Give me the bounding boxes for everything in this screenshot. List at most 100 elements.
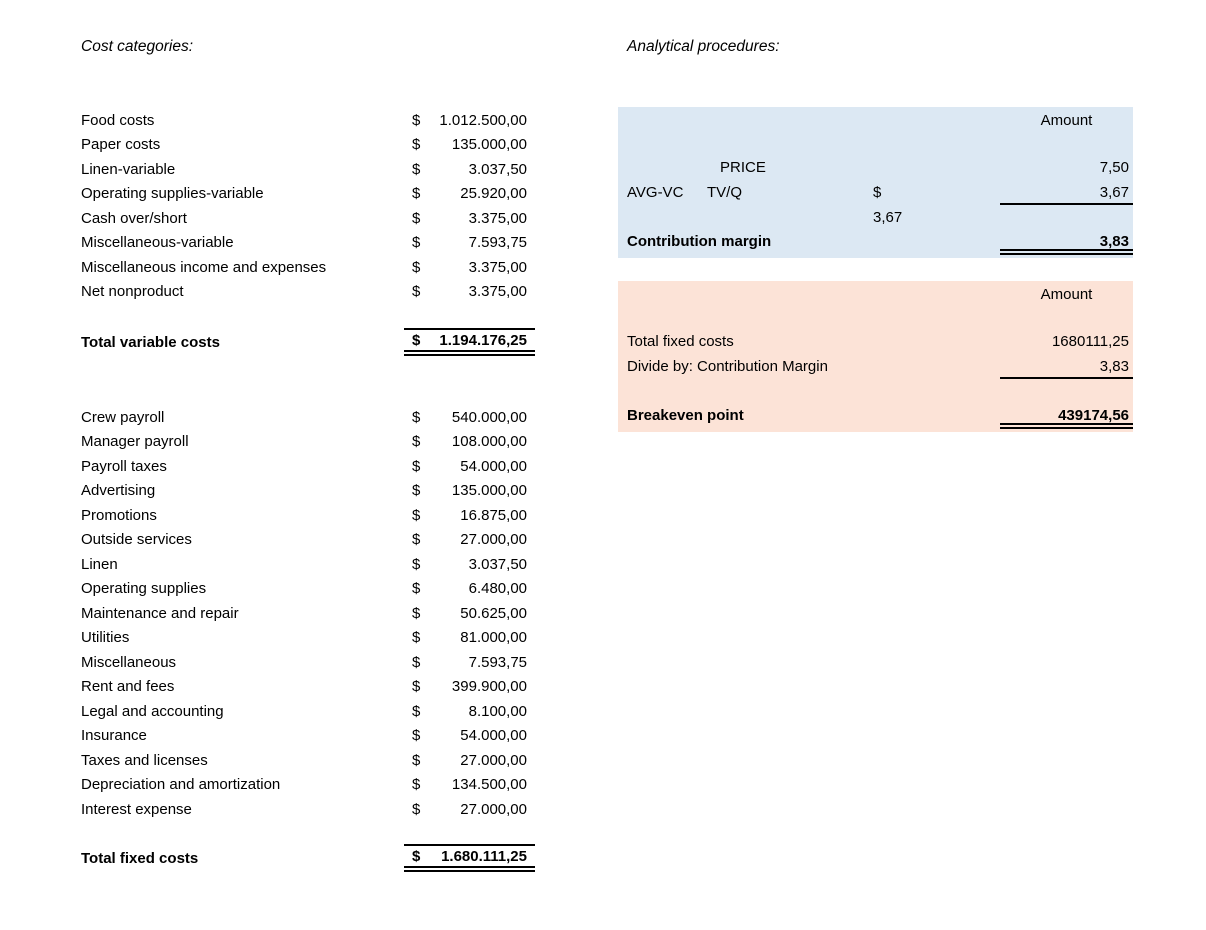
cost-label: Miscellaneous bbox=[81, 653, 177, 671]
cost-label: Cash over/short bbox=[81, 209, 187, 227]
cost-row: Linen-variable $ 3.037,50 bbox=[81, 157, 535, 182]
cost-amount: 27.000,00 bbox=[460, 531, 527, 549]
currency-symbol: $ bbox=[412, 185, 421, 203]
currency-symbol: $ bbox=[412, 283, 421, 301]
price-label: PRICE bbox=[720, 159, 766, 176]
total-variable-costs-amount: 1.194.176,25 bbox=[439, 331, 527, 349]
cost-label: Manager payroll bbox=[81, 433, 189, 451]
currency-symbol: $ bbox=[412, 331, 421, 349]
cost-amount: 3.037,50 bbox=[468, 160, 527, 178]
cost-label: Outside services bbox=[81, 531, 192, 549]
cost-amount: 134.500,00 bbox=[451, 776, 527, 794]
cost-row: Paper costs $ 135.000,00 bbox=[81, 133, 535, 158]
avg-vc-value-cell: $ 3,67 bbox=[873, 180, 990, 226]
cost-amount: 16.875,00 bbox=[460, 506, 527, 524]
total-fixed-costs-label: Total fixed costs bbox=[81, 849, 199, 867]
cost-amount-cell: $ 7.593,75 bbox=[404, 234, 535, 251]
total-variable-costs-cell: $ 1.194.176,25 bbox=[404, 328, 535, 356]
avg-vc-amount: 3,67 bbox=[1000, 180, 1133, 205]
total-fixed-costs-label: Total fixed costs bbox=[627, 333, 734, 350]
cost-amount: 3.375,00 bbox=[468, 258, 527, 276]
currency-symbol: $ bbox=[412, 702, 421, 720]
currency-symbol: $ bbox=[412, 482, 421, 500]
cost-categories-title: Cost categories: bbox=[81, 38, 193, 55]
currency-symbol: $ bbox=[412, 751, 421, 769]
cost-amount-cell: $ 1.012.500,00 bbox=[404, 112, 535, 129]
cost-amount-cell: $ 27.000,00 bbox=[404, 801, 535, 818]
cost-amount: 54.000,00 bbox=[460, 457, 527, 475]
cost-row: Advertising $ 135.000,00 bbox=[81, 479, 535, 504]
contribution-margin-amount: 3,83 bbox=[1000, 229, 1133, 255]
tv-q-label: TV/Q bbox=[707, 184, 743, 201]
total-fixed-costs-cell: $ 1.680.111,25 bbox=[404, 844, 535, 872]
cost-label: Linen bbox=[81, 555, 118, 573]
cost-row: Food costs $ 1.012.500,00 bbox=[81, 108, 535, 133]
currency-symbol: $ bbox=[412, 800, 421, 818]
fixed-costs-list: Crew payroll $ 540.000,00 Manager payrol… bbox=[81, 405, 535, 822]
cost-row: Miscellaneous $ 7.593,75 bbox=[81, 650, 535, 675]
amount-column-header: Amount bbox=[1040, 112, 1093, 129]
cost-amount-cell: $ 81.000,00 bbox=[404, 629, 535, 646]
cost-amount-cell: $ 399.900,00 bbox=[404, 678, 535, 695]
cost-amount-cell: $ 3.037,50 bbox=[404, 556, 535, 573]
cost-amount: 27.000,00 bbox=[460, 751, 527, 769]
cost-row: Operating supplies-variable $ 25.920,00 bbox=[81, 182, 535, 207]
cost-amount-cell: $ 135.000,00 bbox=[404, 482, 535, 499]
cost-label: Rent and fees bbox=[81, 678, 175, 696]
cost-row: Outside services $ 27.000,00 bbox=[81, 528, 535, 553]
cost-amount: 7.593,75 bbox=[468, 653, 527, 671]
cost-amount-cell: $ 27.000,00 bbox=[404, 531, 535, 548]
currency-symbol: $ bbox=[412, 111, 421, 129]
price-amount: 7,50 bbox=[1099, 159, 1129, 176]
currency-symbol: $ bbox=[412, 234, 421, 252]
breakeven-point-amount: 439174,56 bbox=[1000, 403, 1133, 429]
avg-vc-value: 3,67 bbox=[873, 209, 903, 226]
contribution-margin-box: Amount PRICE 7,50 AVG-VC TV/Q $ 3,67 3,6… bbox=[618, 107, 1133, 258]
cost-amount-cell: $ 540.000,00 bbox=[404, 409, 535, 426]
cost-row: Legal and accounting $ 8.100,00 bbox=[81, 699, 535, 724]
cost-amount-cell: $ 7.593,75 bbox=[404, 654, 535, 671]
cost-amount: 8.100,00 bbox=[468, 702, 527, 720]
cost-row: Utilities $ 81.000,00 bbox=[81, 626, 535, 651]
total-fixed-costs-amount: 1.680.111,25 bbox=[441, 847, 527, 865]
cost-label: Operating supplies-variable bbox=[81, 185, 264, 203]
cost-amount-cell: $ 135.000,00 bbox=[404, 136, 535, 153]
cost-label: Utilities bbox=[81, 629, 130, 647]
cost-row: Miscellaneous income and expenses $ 3.37… bbox=[81, 255, 535, 280]
cost-label: Advertising bbox=[81, 482, 156, 500]
currency-symbol: $ bbox=[412, 531, 421, 549]
cost-row: Miscellaneous-variable $ 7.593,75 bbox=[81, 231, 535, 256]
cost-row: Insurance $ 54.000,00 bbox=[81, 724, 535, 749]
cost-row: Linen $ 3.037,50 bbox=[81, 552, 535, 577]
breakeven-point-box: Amount Total fixed costs 1680111,25 Divi… bbox=[618, 281, 1133, 432]
divide-by-contribution-margin-label: Divide by: Contribution Margin bbox=[627, 358, 828, 375]
cost-label: Taxes and licenses bbox=[81, 751, 208, 769]
currency-symbol: $ bbox=[412, 678, 421, 696]
cost-amount: 1.012.500,00 bbox=[439, 111, 527, 129]
cost-row: Maintenance and repair $ 50.625,00 bbox=[81, 601, 535, 626]
avg-vc-label: AVG-VC bbox=[627, 184, 684, 201]
cost-amount: 108.000,00 bbox=[451, 433, 527, 451]
cost-label: Depreciation and amortization bbox=[81, 776, 281, 794]
cost-row: Crew payroll $ 540.000,00 bbox=[81, 405, 535, 430]
cost-amount: 81.000,00 bbox=[460, 629, 527, 647]
cost-amount-cell: $ 3.037,50 bbox=[404, 161, 535, 178]
cost-label: Interest expense bbox=[81, 800, 192, 818]
currency-symbol: $ bbox=[412, 136, 421, 154]
cost-amount-cell: $ 16.875,00 bbox=[404, 507, 535, 524]
cost-amount: 25.920,00 bbox=[460, 185, 527, 203]
cost-amount-cell: $ 8.100,00 bbox=[404, 703, 535, 720]
currency-symbol: $ bbox=[412, 727, 421, 745]
currency-symbol: $ bbox=[412, 457, 421, 475]
cost-amount-cell: $ 108.000,00 bbox=[404, 433, 535, 450]
cost-row: Operating supplies $ 6.480,00 bbox=[81, 577, 535, 602]
cost-row: Manager payroll $ 108.000,00 bbox=[81, 430, 535, 455]
cost-amount: 6.480,00 bbox=[468, 580, 527, 598]
cost-amount: 3.037,50 bbox=[468, 555, 527, 573]
cost-label: Paper costs bbox=[81, 136, 161, 154]
currency-symbol: $ bbox=[873, 184, 882, 201]
currency-symbol: $ bbox=[412, 555, 421, 573]
currency-symbol: $ bbox=[412, 506, 421, 524]
currency-symbol: $ bbox=[412, 209, 421, 227]
